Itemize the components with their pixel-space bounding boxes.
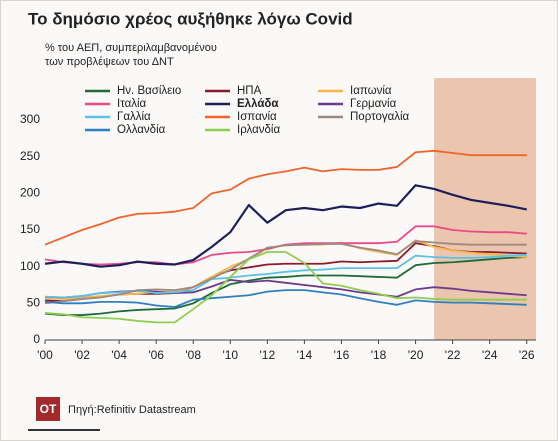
x-tick-label: '08 bbox=[185, 348, 201, 362]
series-line bbox=[44, 289, 527, 308]
y-tick-label: 300 bbox=[20, 112, 40, 126]
legend-label: Ιαπωνία bbox=[350, 85, 392, 97]
series-line bbox=[44, 184, 527, 268]
x-tick-label: '04 bbox=[111, 348, 127, 362]
logo-box bbox=[36, 397, 60, 421]
y-tick-label: 150 bbox=[20, 222, 40, 236]
series-line bbox=[44, 256, 527, 316]
x-tick-label: '24 bbox=[482, 348, 498, 362]
y-tick-label: 0 bbox=[33, 332, 40, 346]
subtitle: % του ΑΕΠ, συμπεριλαμβανομένου bbox=[45, 42, 217, 54]
source: Πηγή:Refinitiv Datastream bbox=[68, 404, 196, 416]
logo: OT bbox=[40, 402, 57, 416]
x-tick-label: '14 bbox=[297, 348, 313, 362]
y-tick-label: 50 bbox=[27, 296, 41, 310]
series-line bbox=[44, 251, 527, 324]
x-tick-label: '22 bbox=[445, 348, 461, 362]
legend-label: Ιρλανδία bbox=[237, 124, 280, 136]
x-tick-label: '10 bbox=[222, 348, 238, 362]
y-tick-label: 250 bbox=[20, 149, 40, 163]
x-tick-label: '18 bbox=[371, 348, 387, 362]
y-tick-label: 200 bbox=[20, 186, 40, 200]
series-line bbox=[44, 254, 527, 299]
subtitle: των προβλέψεων του ΔΝΤ bbox=[45, 56, 174, 68]
y-tick-label: 100 bbox=[20, 259, 40, 273]
legend-label: Ολλανδία bbox=[117, 124, 166, 136]
legend-label: Ισπανία bbox=[237, 111, 277, 123]
legend-label: ΗΠΑ bbox=[237, 85, 262, 97]
legend-label: Ιταλία bbox=[117, 98, 147, 110]
legend-label: Γαλλία bbox=[117, 111, 151, 123]
x-tick-label: '26 bbox=[519, 348, 535, 362]
x-tick-label: '20 bbox=[408, 348, 424, 362]
legend-label: Γερμανία bbox=[350, 98, 397, 110]
series-line bbox=[44, 149, 527, 246]
legend-label: Πορτογαλία bbox=[350, 111, 410, 123]
x-tick-label: '12 bbox=[260, 348, 276, 362]
x-tick-label: '02 bbox=[74, 348, 90, 362]
series-line bbox=[44, 240, 527, 305]
x-tick-label: '16 bbox=[334, 348, 350, 362]
x-tick-label: '00 bbox=[37, 348, 53, 362]
x-tick-label: '06 bbox=[148, 348, 164, 362]
legend-label: Ελλάδα bbox=[237, 98, 278, 110]
chart-title: Το δημόσιο χρέος αυξήθηκε λόγω Covid bbox=[28, 9, 353, 28]
legend-label: Ην. Βασίλειο bbox=[117, 85, 181, 97]
